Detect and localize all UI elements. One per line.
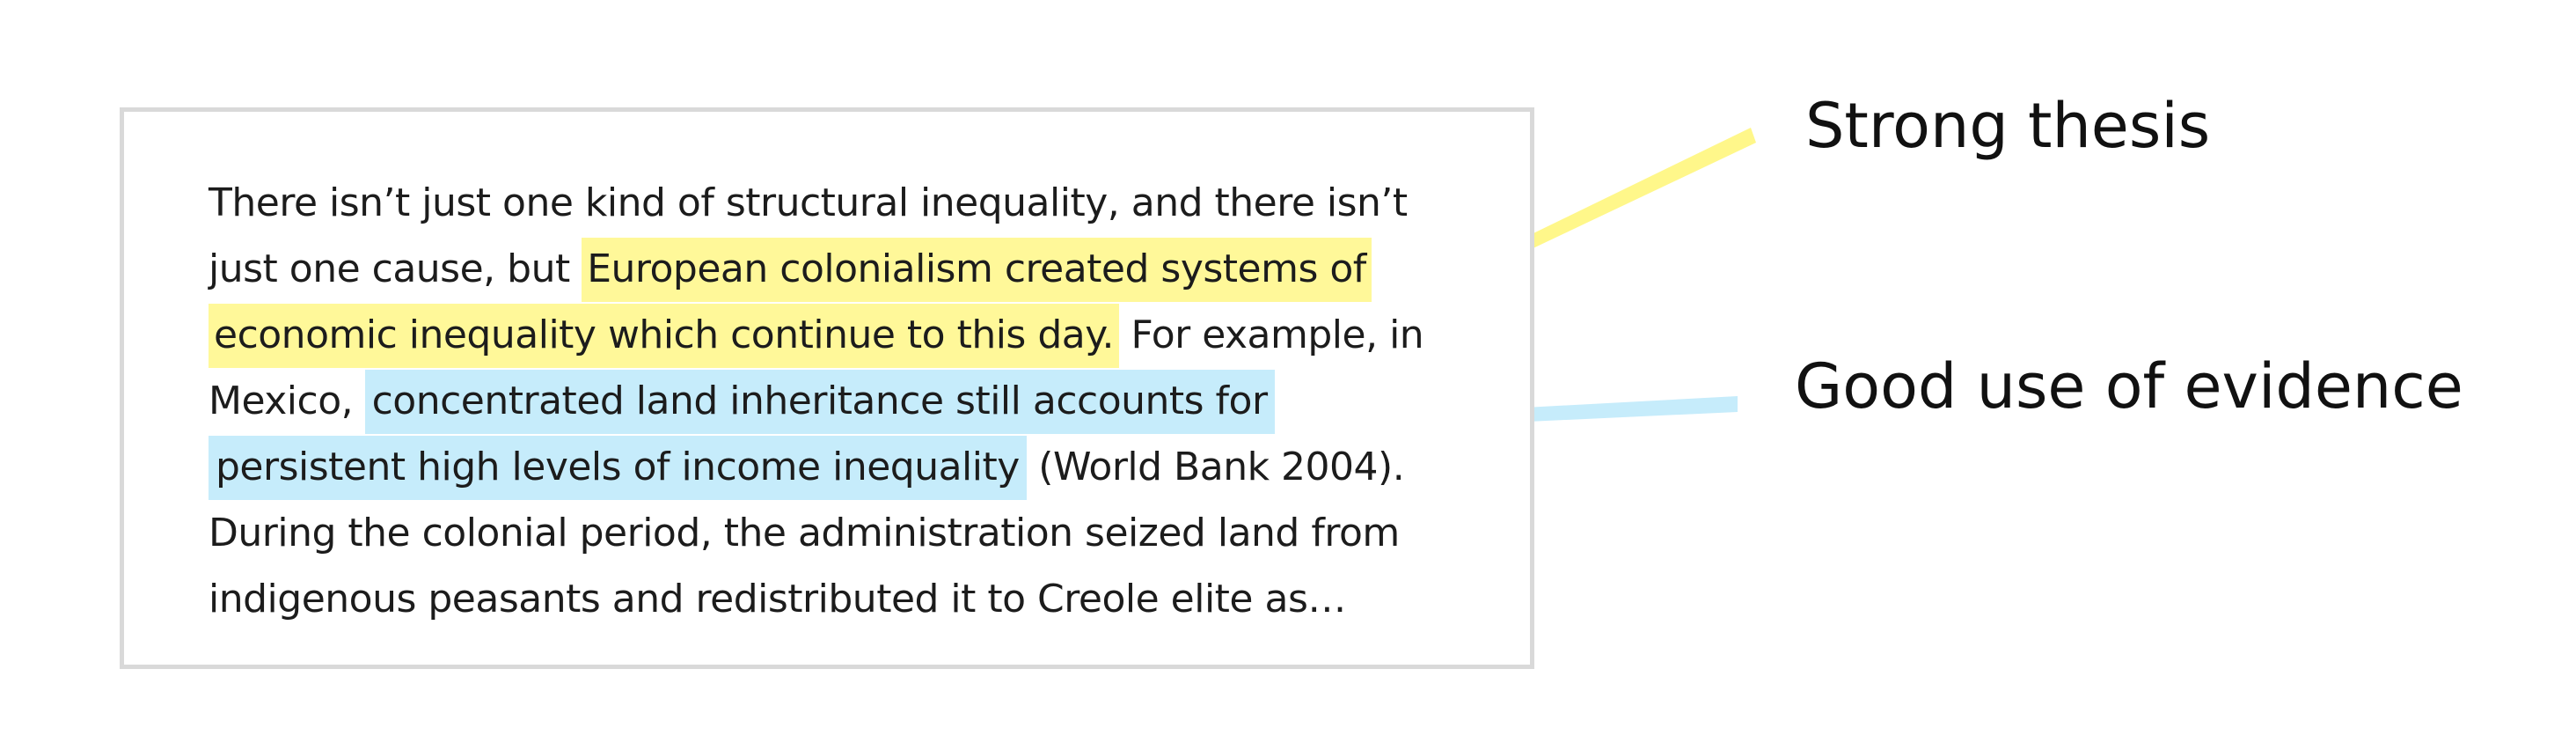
essay-line: indigenous peasants and redistributed it… [209, 566, 1502, 632]
essay-line: During the colonial period, the administ… [209, 500, 1502, 566]
essay-line: just one cause, but European colonialism… [209, 236, 1502, 302]
essay-excerpt-text: There isn’t just one kind of structural … [209, 170, 1502, 632]
essay-text-segment: (World Bank 2004). [1026, 445, 1405, 489]
essay-line: There isn’t just one kind of structural … [209, 170, 1502, 236]
essay-text-segment: Mexico, [209, 379, 365, 423]
essay-text-segment: indigenous peasants and redistributed it… [209, 577, 1346, 621]
evidence-highlight: concentrated land inheritance still acco… [364, 370, 1275, 434]
evidence-highlight: persistent high levels of income inequal… [209, 436, 1027, 500]
essay-line: persistent high levels of income inequal… [209, 434, 1502, 500]
thesis-highlight: economic inequality which continue to th… [209, 304, 1119, 368]
essay-excerpt-box: There isn’t just one kind of structural … [120, 107, 1534, 669]
essay-text-segment: just one cause, but [209, 246, 582, 291]
essay-line: economic inequality which continue to th… [209, 302, 1502, 368]
annotation-good-use-of-evidence: Good use of evidence [1795, 350, 2463, 423]
essay-line: Mexico, concentrated land inheritance st… [209, 368, 1502, 434]
thesis-highlight: European colonialism created systems of [582, 238, 1372, 302]
essay-text-segment: During the colonial period, the administ… [209, 511, 1400, 555]
annotation-strong-thesis: Strong thesis [1805, 90, 2211, 162]
essay-text-segment: For example, in [1118, 312, 1424, 357]
essay-text-segment: There isn’t just one kind of structural … [209, 180, 1408, 225]
